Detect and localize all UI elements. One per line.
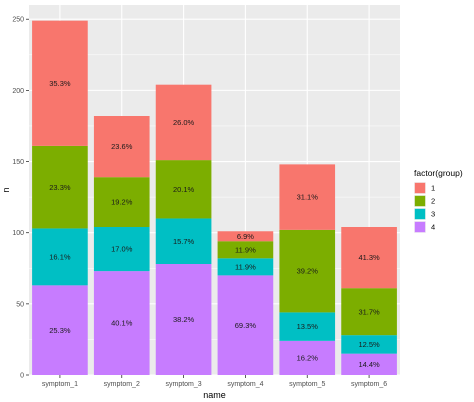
bar-segment-symptom_1-group-1	[32, 20, 88, 146]
x-tick-label: symptom_3	[165, 381, 201, 388]
segment-labels-group: 25.3% 16.1% 23.3% 35.3% 40.1% 17.0% 19.2% 23.6%…	[49, 79, 380, 369]
bar-segment-symptom_5-group-4	[279, 340, 336, 375]
x-tick-label: symptom_4	[227, 381, 263, 388]
y-axis-title: n	[1, 187, 11, 192]
bar-segment-symptom_6-group-1	[341, 227, 397, 289]
y-tick-label: 50	[16, 301, 24, 308]
bar-segment-symptom_3-group-2	[155, 160, 212, 219]
segment-label: 16.1%	[49, 252, 71, 261]
bar-segment-symptom_1-group-4	[32, 285, 88, 375]
legend-swatch-3	[414, 208, 426, 220]
bar-segment-symptom_2-group-4	[93, 271, 150, 375]
x-tick-label: symptom_1	[42, 381, 78, 388]
bar-segment-symptom_2-group-2	[93, 177, 150, 227]
legend-swatch-2	[414, 195, 426, 207]
bar-segment-symptom_6-group-4	[341, 353, 397, 375]
legend-title: factor(group)	[414, 168, 463, 178]
segment-label: 26.0%	[173, 118, 195, 127]
x-tick-label: symptom_5	[289, 381, 325, 388]
legend-label-2: 2	[431, 197, 435, 206]
segment-label: 23.3%	[49, 183, 71, 192]
segment-label: 14.4%	[358, 360, 380, 369]
segment-label: 38.2%	[173, 315, 195, 324]
bar-segment-symptom_2-group-1	[93, 116, 150, 178]
segment-label: 19.2%	[111, 198, 133, 207]
plot-panel	[29, 5, 400, 375]
segment-label: 25.3%	[49, 326, 71, 335]
segment-label: 20.1%	[173, 185, 195, 194]
segment-label: 11.9%	[235, 262, 256, 271]
legend-label-4: 4	[431, 223, 435, 232]
legend-label-3: 3	[431, 210, 435, 219]
segment-label: 15.7%	[173, 237, 195, 246]
segment-label: 40.1%	[111, 319, 133, 328]
y-tick-label: 200	[12, 88, 24, 95]
bar-segment-symptom_3-group-3	[155, 218, 212, 264]
bar-segment-symptom_1-group-3	[32, 228, 88, 286]
segment-label: 6.9%	[237, 232, 254, 241]
bar-segment-symptom_4-group-4	[217, 275, 274, 375]
bars-group	[32, 20, 397, 375]
segment-label: 31.7%	[358, 307, 380, 316]
legend-swatch-1	[414, 182, 426, 194]
y-tick-label: 150	[12, 159, 24, 166]
bar-segment-symptom_4-group-1	[217, 231, 274, 242]
x-tick-label: symptom_2	[104, 381, 140, 388]
y-tick-label: 0	[20, 373, 24, 380]
bar-segment-symptom_6-group-3	[341, 335, 397, 354]
segment-label: 13.5%	[297, 322, 319, 331]
bar-segment-symptom_5-group-2	[279, 229, 336, 313]
segment-label: 11.9%	[235, 245, 256, 254]
bar-segment-symptom_2-group-3	[93, 227, 150, 272]
segment-label: 31.1%	[297, 193, 319, 202]
bar-segment-symptom_3-group-4	[155, 264, 212, 375]
bar-segment-symptom_5-group-1	[279, 164, 336, 230]
segment-label: 23.6%	[111, 142, 133, 151]
bar-segment-symptom_4-group-3	[217, 258, 274, 276]
bar-segment-symptom_4-group-2	[217, 241, 274, 259]
legend-label-1: 1	[431, 184, 435, 193]
segment-label: 41.3%	[358, 253, 380, 262]
segment-label: 16.2%	[297, 354, 319, 363]
legend: factor(group) 1 2 3 4	[414, 168, 463, 233]
segment-label: 17.0%	[111, 245, 133, 254]
x-tick-label: symptom_6	[351, 381, 387, 388]
y-axis: 0 50 100 150 200 250	[12, 17, 29, 380]
x-axis-title: name	[203, 390, 226, 400]
y-tick-label: 250	[12, 17, 24, 24]
segment-label: 35.3%	[49, 79, 71, 88]
bar-segment-symptom_5-group-3	[279, 312, 336, 341]
segment-label: 39.2%	[297, 267, 319, 276]
segment-label: 69.3%	[235, 321, 257, 330]
x-axis: symptom_1 symptom_2 symptom_3 symptom_4 symp…	[42, 375, 387, 388]
bar-segment-symptom_3-group-1	[155, 84, 212, 161]
bar-segment-symptom_6-group-2	[341, 288, 397, 336]
legend-swatch-4	[414, 221, 426, 233]
y-tick-label: 100	[12, 230, 24, 237]
segment-label: 12.5%	[358, 340, 380, 349]
bar-segment-symptom_1-group-2	[32, 145, 88, 229]
